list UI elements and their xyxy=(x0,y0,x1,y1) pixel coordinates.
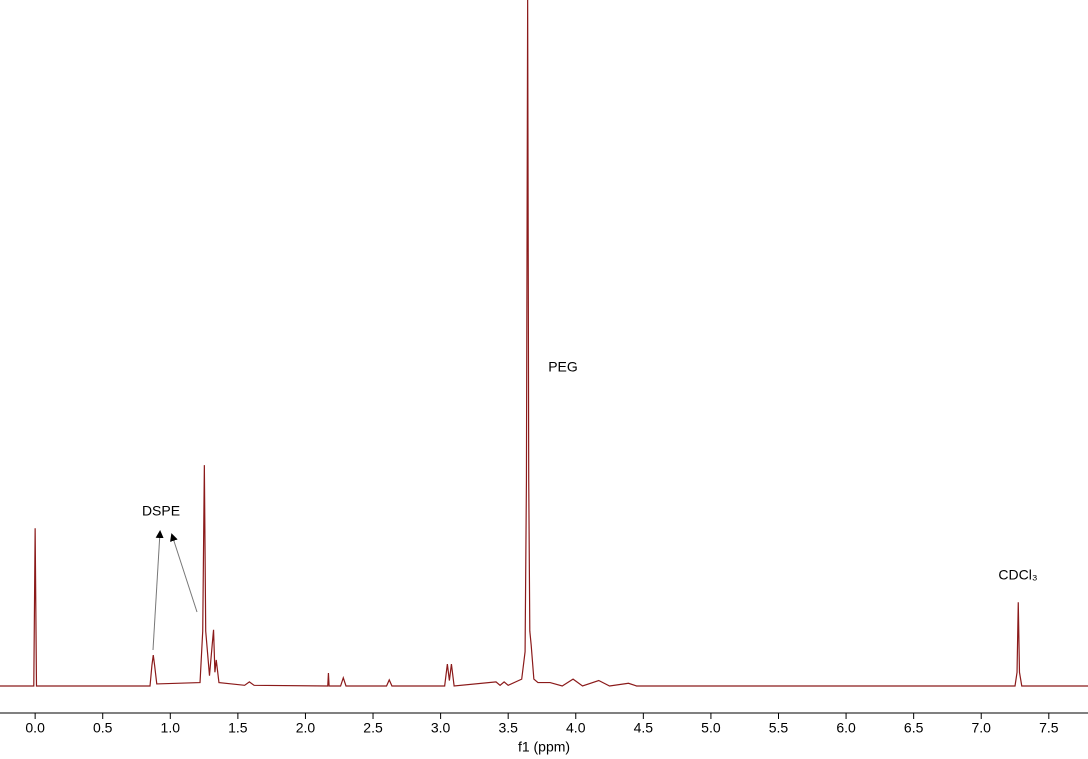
x-tick-label: 0.0 xyxy=(25,720,45,736)
x-tick-label: 4.5 xyxy=(634,720,654,736)
x-tick-label: 1.0 xyxy=(161,720,181,736)
x-tick-label: 5.0 xyxy=(701,720,721,736)
annotation: PEG xyxy=(548,359,578,375)
x-tick-label: 3.5 xyxy=(498,720,518,736)
annotation-arrow xyxy=(152,530,164,651)
x-tick-label: 7.5 xyxy=(1039,720,1059,736)
annotation: DSPE xyxy=(142,503,180,519)
x-tick-label: 1.5 xyxy=(228,720,248,736)
x-tick-label: 5.5 xyxy=(769,720,789,736)
x-tick-label: 7.0 xyxy=(971,720,991,736)
x-tick-label: 0.5 xyxy=(93,720,113,736)
spectrum-line xyxy=(0,0,1088,687)
annotation: CDCl₃ xyxy=(998,567,1037,583)
x-tick-label: 6.0 xyxy=(836,720,856,736)
x-tick-label: 3.0 xyxy=(431,720,451,736)
annotation-arrow xyxy=(170,533,198,613)
x-tick-label: 2.5 xyxy=(363,720,383,736)
x-tick-label: 4.0 xyxy=(566,720,586,736)
x-tick-label: 2.0 xyxy=(296,720,316,736)
x-axis-title: f1 (ppm) xyxy=(518,739,570,755)
x-tick-label: 6.5 xyxy=(904,720,924,736)
